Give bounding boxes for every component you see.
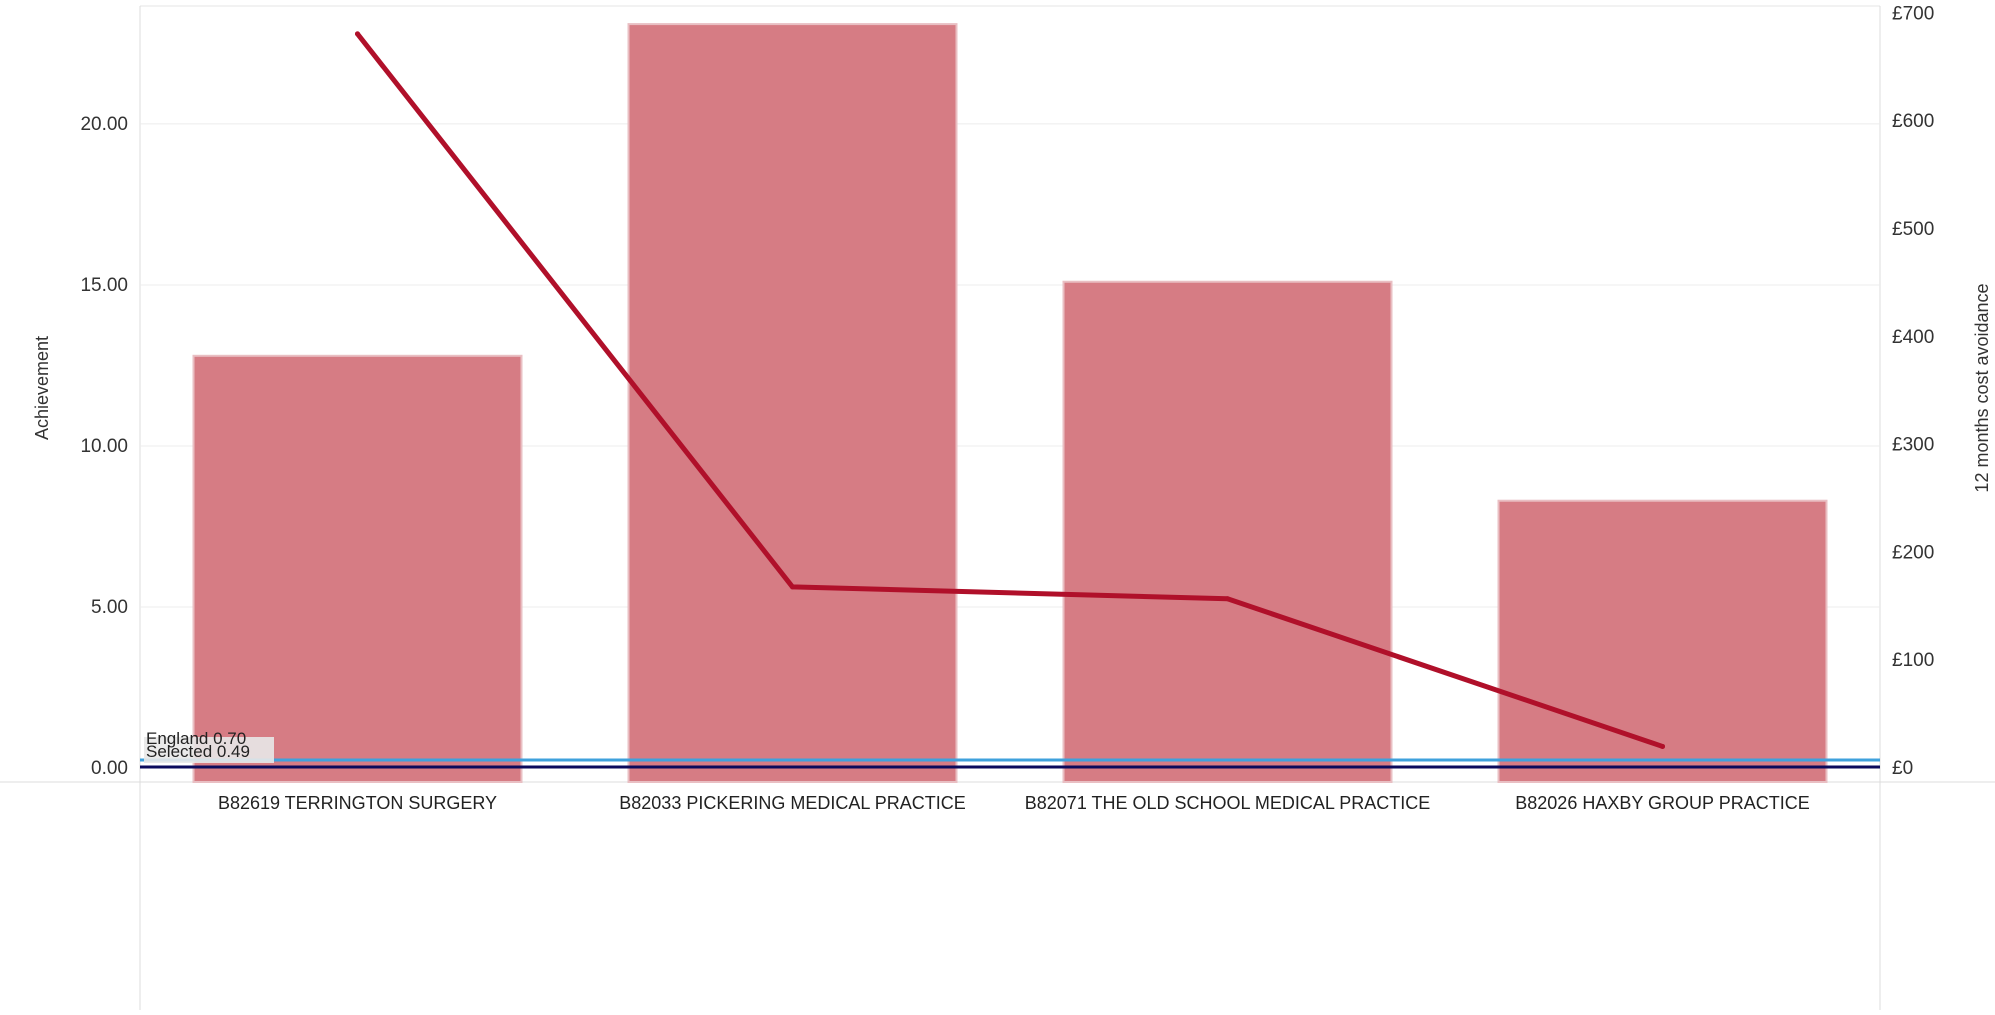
line-path [355, 31, 1665, 749]
category-label: B82033 PICKERING MEDICAL PRACTICE [619, 793, 965, 813]
y-tick-label: 0.00 [91, 758, 128, 779]
category-label: B82619 TERRINGTON SURGERY [218, 793, 497, 813]
bar-series [192, 23, 1828, 784]
reference-label-bg [144, 737, 274, 763]
left-axis: 0.00 5.00 10.00 15.00 20.00 Achievement [32, 114, 128, 779]
bar [627, 23, 958, 784]
category-label: B82071 THE OLD SCHOOL MEDICAL PRACTICE [1025, 793, 1430, 813]
bar [192, 354, 523, 783]
line-point [790, 584, 795, 590]
y-axis-title: Achievement [32, 336, 52, 440]
y2-tick-label: £400 [1892, 327, 1934, 348]
category-label: B82026 HAXBY GROUP PRACTICE [1515, 793, 1809, 813]
right-axis: £0 £100 £200 £300 £400 £500 £600 £700 12 months … [1892, 3, 1992, 779]
y2-tick-label: £200 [1892, 542, 1934, 563]
y2-tick-label: £600 [1892, 111, 1934, 132]
line-point [1225, 596, 1230, 602]
y2-axis-title: 12 months cost avoidance [1972, 283, 1992, 492]
y2-tick-label: £700 [1892, 3, 1934, 24]
y-tick-label: 10.00 [80, 436, 128, 457]
y-tick-label: 15.00 [80, 275, 128, 296]
bar [1497, 499, 1828, 783]
line-point [355, 31, 360, 37]
y2-tick-label: £0 [1892, 758, 1913, 779]
reference-label: England 0.70 [146, 729, 246, 748]
y2-tick-label: £100 [1892, 650, 1934, 671]
line-series [355, 31, 1665, 749]
category-axis: B82619 TERRINGTON SURGERY B82033 PICKERIN… [218, 793, 1810, 813]
y2-tick-label: £300 [1892, 435, 1934, 456]
y-tick-label: 20.00 [80, 114, 128, 135]
reference-label: Selected 0.49 [146, 742, 250, 761]
bar [1062, 280, 1393, 783]
y-tick-label: 5.00 [91, 597, 128, 618]
line-point [1660, 743, 1665, 749]
y2-tick-label: £500 [1892, 219, 1934, 240]
